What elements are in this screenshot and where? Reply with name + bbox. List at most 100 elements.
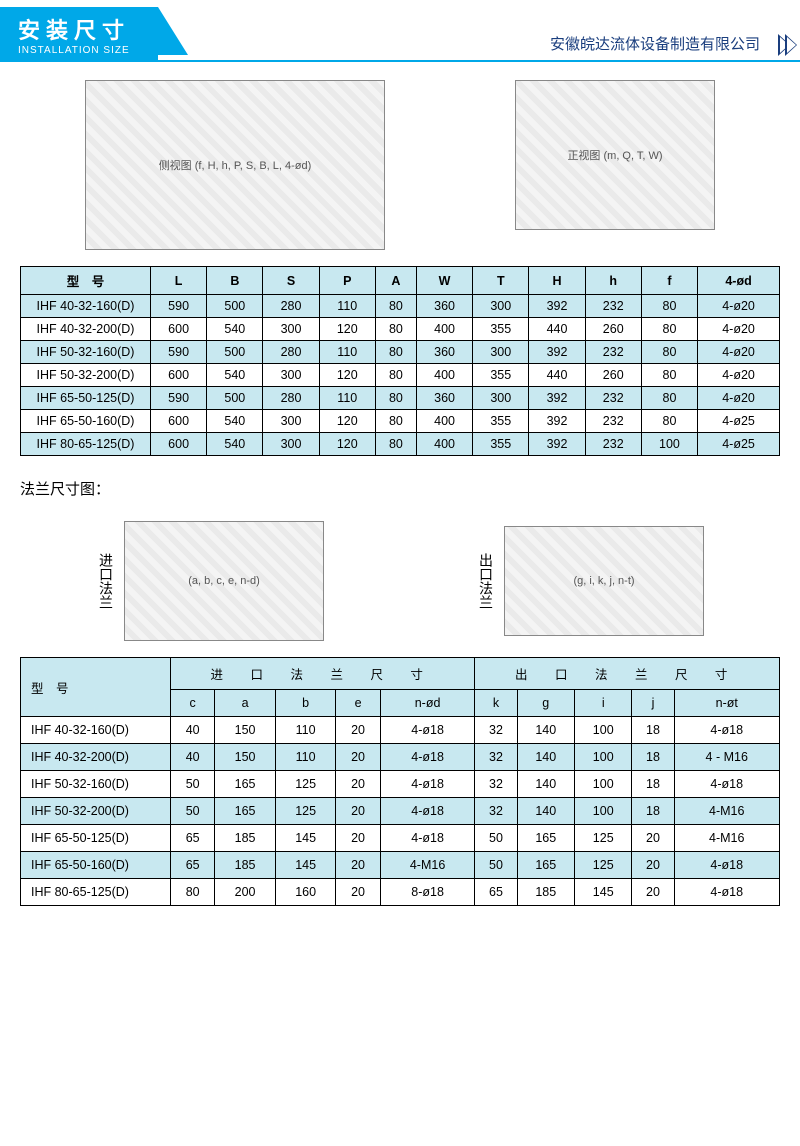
- model-cell: IHF 65-50-160(D): [21, 852, 171, 879]
- dim-cell: 32: [475, 798, 517, 825]
- dim-cell: 100: [574, 798, 631, 825]
- flange-dimensions-table: 型 号 进 口 法 兰 尺 寸 出 口 法 兰 尺 寸 caben-ødkgij…: [20, 657, 780, 906]
- dim-cell: 32: [475, 744, 517, 771]
- dim-cell: 140: [517, 717, 574, 744]
- t2-sub-header: j: [632, 690, 674, 717]
- dim-cell: 20: [336, 717, 380, 744]
- dim-cell: 80: [641, 318, 697, 341]
- title-en: INSTALLATION SIZE: [18, 45, 130, 56]
- dim-cell: 165: [215, 798, 276, 825]
- dim-cell: 140: [517, 798, 574, 825]
- dim-cell: 125: [275, 798, 336, 825]
- dim-cell: 80: [375, 433, 416, 456]
- t2-sub-header: g: [517, 690, 574, 717]
- t2-sub-header: n-ød: [380, 690, 475, 717]
- dim-cell: 65: [475, 879, 517, 906]
- t2-outlet-group: 出 口 法 兰 尺 寸: [475, 658, 780, 690]
- dim-cell: 20: [632, 825, 674, 852]
- dim-cell: 600: [151, 318, 207, 341]
- dim-cell: 4-ø20: [698, 387, 780, 410]
- dim-cell: 400: [416, 364, 472, 387]
- chevron-icon: [782, 34, 796, 56]
- dim-cell: 392: [529, 295, 585, 318]
- dim-cell: 540: [207, 433, 263, 456]
- dim-cell: 540: [207, 364, 263, 387]
- table-row: IHF 65-50-125(D)65185145204-ø18501651252…: [21, 825, 780, 852]
- dim-cell: 18: [632, 771, 674, 798]
- dim-cell: 185: [215, 852, 276, 879]
- dim-cell: 50: [171, 771, 215, 798]
- table-row: IHF 80-65-125(D)600540300120804003553922…: [21, 433, 780, 456]
- dim-cell: 165: [517, 852, 574, 879]
- dim-cell: 540: [207, 410, 263, 433]
- dim-cell: 145: [275, 825, 336, 852]
- dim-cell: 80: [375, 318, 416, 341]
- table-row: IHF 65-50-160(D)600540300120804003553922…: [21, 410, 780, 433]
- dim-cell: 300: [263, 410, 319, 433]
- dim-cell: 590: [151, 387, 207, 410]
- dim-cell: 140: [517, 744, 574, 771]
- dim-cell: 400: [416, 410, 472, 433]
- dim-cell: 500: [207, 341, 263, 364]
- dim-cell: 232: [585, 387, 641, 410]
- dim-cell: 232: [585, 410, 641, 433]
- table-row: IHF 65-50-125(D)590500280110803603003922…: [21, 387, 780, 410]
- dim-cell: 4-M16: [380, 852, 475, 879]
- t1-col-header: W: [416, 267, 472, 295]
- dim-cell: 8-ø18: [380, 879, 475, 906]
- dim-cell: 80: [375, 387, 416, 410]
- t2-inlet-group: 进 口 法 兰 尺 寸: [171, 658, 475, 690]
- dim-cell: 110: [319, 387, 375, 410]
- dim-cell: 145: [574, 879, 631, 906]
- dim-cell: 4-ø18: [674, 771, 780, 798]
- dim-cell: 50: [171, 798, 215, 825]
- dim-cell: 300: [263, 433, 319, 456]
- table-row: IHF 50-32-160(D)50165125204-ø18321401001…: [21, 771, 780, 798]
- dim-cell: 4-ø18: [674, 717, 780, 744]
- dim-cell: 400: [416, 433, 472, 456]
- inlet-flange-diagram: (a, b, c, e, n-d): [124, 521, 324, 641]
- dim-cell: 260: [585, 318, 641, 341]
- dim-cell: 165: [215, 771, 276, 798]
- inlet-flange-label: 进口法兰: [96, 553, 116, 609]
- t1-col-header: f: [641, 267, 697, 295]
- model-cell: IHF 50-32-200(D): [21, 364, 151, 387]
- dim-cell: 80: [641, 364, 697, 387]
- dim-cell: 50: [475, 852, 517, 879]
- title-block: 安装尺寸 INSTALLATION SIZE: [0, 7, 158, 60]
- dim-cell: 20: [336, 852, 380, 879]
- table-row: IHF 50-32-200(D)50165125204-ø18321401001…: [21, 798, 780, 825]
- dim-cell: 300: [473, 295, 529, 318]
- t1-col-header: L: [151, 267, 207, 295]
- t1-col-header: T: [473, 267, 529, 295]
- dim-cell: 4-M16: [674, 798, 780, 825]
- dim-cell: 4-ø18: [380, 825, 475, 852]
- dim-cell: 120: [319, 318, 375, 341]
- dim-cell: 200: [215, 879, 276, 906]
- pump-side-view-diagram: 侧视图 (f, H, h, P, S, B, L, 4-ød): [85, 80, 385, 250]
- dim-cell: 18: [632, 717, 674, 744]
- dim-cell: 232: [585, 295, 641, 318]
- table-row: IHF 50-32-200(D)600540300120804003554402…: [21, 364, 780, 387]
- t2-sub-header: c: [171, 690, 215, 717]
- dim-cell: 4-ø20: [698, 318, 780, 341]
- dim-cell: 40: [171, 744, 215, 771]
- dim-cell: 280: [263, 387, 319, 410]
- dim-cell: 4-ø20: [698, 341, 780, 364]
- dim-cell: 80: [375, 341, 416, 364]
- dim-cell: 65: [171, 852, 215, 879]
- t1-col-header: S: [263, 267, 319, 295]
- table-row: IHF 80-65-125(D)80200160208-ø18651851452…: [21, 879, 780, 906]
- dim-cell: 4-ø18: [380, 744, 475, 771]
- dim-cell: 150: [215, 717, 276, 744]
- dim-cell: 600: [151, 364, 207, 387]
- dim-cell: 80: [375, 410, 416, 433]
- dim-cell: 590: [151, 295, 207, 318]
- dim-cell: 355: [473, 318, 529, 341]
- model-cell: IHF 40-32-200(D): [21, 318, 151, 341]
- model-cell: IHF 80-65-125(D): [21, 879, 171, 906]
- dim-cell: 4-ø25: [698, 433, 780, 456]
- dim-cell: 100: [641, 433, 697, 456]
- dim-cell: 120: [319, 410, 375, 433]
- dim-cell: 400: [416, 318, 472, 341]
